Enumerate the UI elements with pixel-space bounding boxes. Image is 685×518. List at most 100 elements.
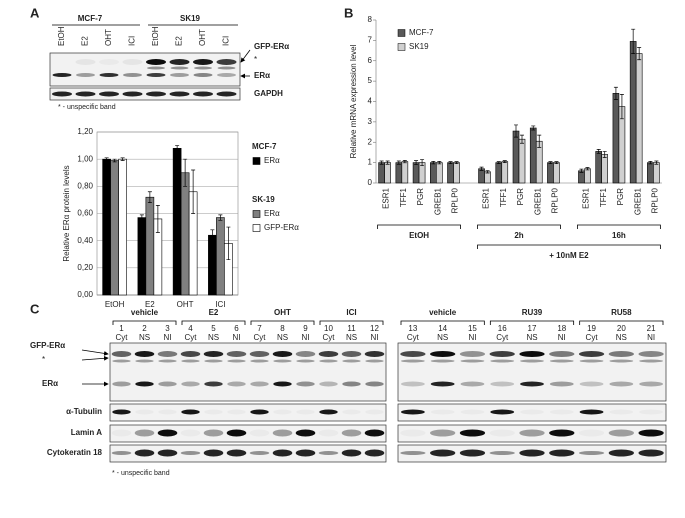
band: [249, 451, 270, 455]
band: [549, 359, 574, 363]
band: [579, 359, 604, 363]
band: [319, 381, 338, 387]
x-tick-label: RPLP0: [451, 187, 460, 213]
blot: [49, 52, 241, 87]
band: [193, 59, 213, 65]
band: [296, 359, 315, 363]
band: [459, 449, 486, 457]
bar: [478, 168, 485, 184]
band: [204, 359, 223, 363]
bar: [430, 162, 437, 184]
band: [75, 59, 96, 65]
band: [272, 429, 293, 437]
y-tick-label: 0,60: [77, 209, 93, 218]
legend-label: ERα: [264, 209, 280, 218]
bar: [208, 234, 217, 296]
bar: [653, 162, 660, 184]
error-bar: [437, 161, 442, 165]
bar: [378, 162, 385, 184]
bracket: [181, 320, 246, 325]
band: [489, 451, 515, 455]
y-tick-label: 0,40: [77, 236, 93, 245]
band: [459, 351, 486, 357]
x-tick-label: ESR1: [482, 187, 491, 208]
lane-number: 6: [234, 324, 239, 333]
y-tick-label: 0,00: [77, 290, 93, 299]
fraction-label: Cyt: [323, 333, 336, 342]
error-bar: [112, 158, 117, 163]
group-label: RU58: [611, 308, 632, 317]
band: [519, 351, 545, 357]
band: [295, 449, 316, 457]
band: [75, 91, 96, 97]
error-bar: [602, 151, 607, 158]
blot: [109, 444, 387, 463]
fraction-label: NS: [526, 333, 537, 342]
bar: [484, 171, 491, 184]
band: [135, 410, 153, 415]
band: [111, 351, 132, 357]
lane-label: ICI: [222, 36, 231, 46]
band: [157, 429, 178, 437]
bar: [612, 93, 620, 184]
y-tick-label: 4: [368, 97, 373, 106]
band: [273, 359, 292, 363]
fraction-label: Cyt: [496, 333, 509, 342]
group-label: EtOH: [409, 231, 429, 240]
band-label: GFP-ERα: [30, 341, 65, 350]
band: [250, 381, 269, 387]
x-tick-label: GREB1: [433, 187, 442, 215]
legend-swatch: [397, 43, 406, 51]
error-bar: [654, 160, 659, 165]
y-tick-label: 0,20: [77, 263, 93, 272]
band: [318, 451, 339, 455]
bar: [584, 168, 591, 184]
x-tick-label: TFF1: [399, 187, 408, 207]
x-tick-label: GREB1: [533, 187, 542, 215]
band: [146, 59, 166, 65]
band: [549, 381, 574, 387]
lane-number: 1: [119, 324, 124, 333]
band: [158, 359, 177, 363]
y-tick-label: 0,80: [77, 181, 93, 190]
band: [112, 359, 131, 363]
y-tick-label: 5: [368, 76, 373, 85]
group-label: 2h: [514, 231, 523, 240]
band: [364, 351, 385, 357]
treatment-label: + 10nM E2: [549, 251, 589, 260]
band: [318, 351, 339, 357]
legend-group: SK-19: [252, 195, 275, 204]
error-bar: [431, 161, 436, 165]
error-bar: [596, 149, 601, 154]
band: [519, 449, 545, 457]
group-label: 16h: [612, 231, 626, 240]
band: [579, 409, 604, 415]
error-bar: [613, 86, 618, 100]
band: [99, 59, 119, 65]
band: [341, 351, 362, 357]
bar: [216, 217, 225, 296]
band: [216, 59, 237, 65]
lane-number: 3: [165, 324, 170, 333]
band: [609, 359, 634, 363]
band: [549, 351, 575, 357]
bar: [635, 53, 643, 184]
band: [193, 73, 213, 77]
bar: [553, 162, 560, 184]
band: [400, 409, 425, 415]
bar: [436, 162, 443, 184]
fraction-label: NI: [371, 333, 379, 342]
band: [226, 351, 247, 357]
bar: [453, 162, 460, 184]
lane-number: 12: [370, 324, 379, 333]
band-label: ERα: [42, 379, 58, 388]
bracket: [477, 224, 561, 229]
lane-label: OHT: [198, 29, 207, 46]
band: [638, 351, 664, 357]
lane-number: 9: [303, 324, 308, 333]
band: [549, 429, 575, 437]
band: [134, 429, 155, 437]
bar: [401, 161, 409, 184]
group-label: OHT: [274, 308, 291, 317]
error-bar: [448, 161, 453, 164]
